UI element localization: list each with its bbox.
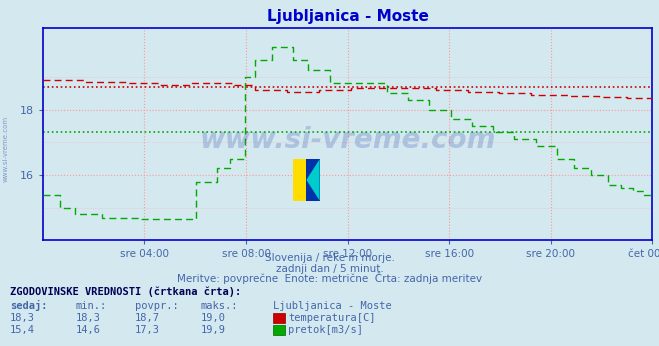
Text: 14,6: 14,6 <box>76 325 101 335</box>
Text: 15,4: 15,4 <box>10 325 35 335</box>
Text: Slovenija / reke in morje.: Slovenija / reke in morje. <box>264 253 395 263</box>
Title: Ljubljanica - Moste: Ljubljanica - Moste <box>267 9 428 24</box>
Text: pretok[m3/s]: pretok[m3/s] <box>288 325 363 335</box>
Text: temperatura[C]: temperatura[C] <box>288 313 376 323</box>
Text: 19,0: 19,0 <box>201 313 226 323</box>
Text: sedaj:: sedaj: <box>10 300 47 311</box>
Text: 18,7: 18,7 <box>135 313 160 323</box>
Bar <box>306 159 320 201</box>
Text: povpr.:: povpr.: <box>135 301 179 311</box>
Text: min.:: min.: <box>76 301 107 311</box>
Text: Ljubljanica - Moste: Ljubljanica - Moste <box>273 301 392 311</box>
Text: 18,3: 18,3 <box>76 313 101 323</box>
Text: maks.:: maks.: <box>201 301 239 311</box>
Text: Meritve: povprečne  Enote: metrične  Črta: zadnja meritev: Meritve: povprečne Enote: metrične Črta:… <box>177 272 482 284</box>
Text: 18,3: 18,3 <box>10 313 35 323</box>
Text: 17,3: 17,3 <box>135 325 160 335</box>
Polygon shape <box>306 159 320 201</box>
Bar <box>293 159 306 201</box>
Text: www.si-vreme.com: www.si-vreme.com <box>200 126 496 154</box>
Text: zadnji dan / 5 minut.: zadnji dan / 5 minut. <box>275 264 384 274</box>
Text: www.si-vreme.com: www.si-vreme.com <box>2 116 9 182</box>
Text: 19,9: 19,9 <box>201 325 226 335</box>
Text: ZGODOVINSKE VREDNOSTI (črtkana črta):: ZGODOVINSKE VREDNOSTI (črtkana črta): <box>10 286 241 297</box>
